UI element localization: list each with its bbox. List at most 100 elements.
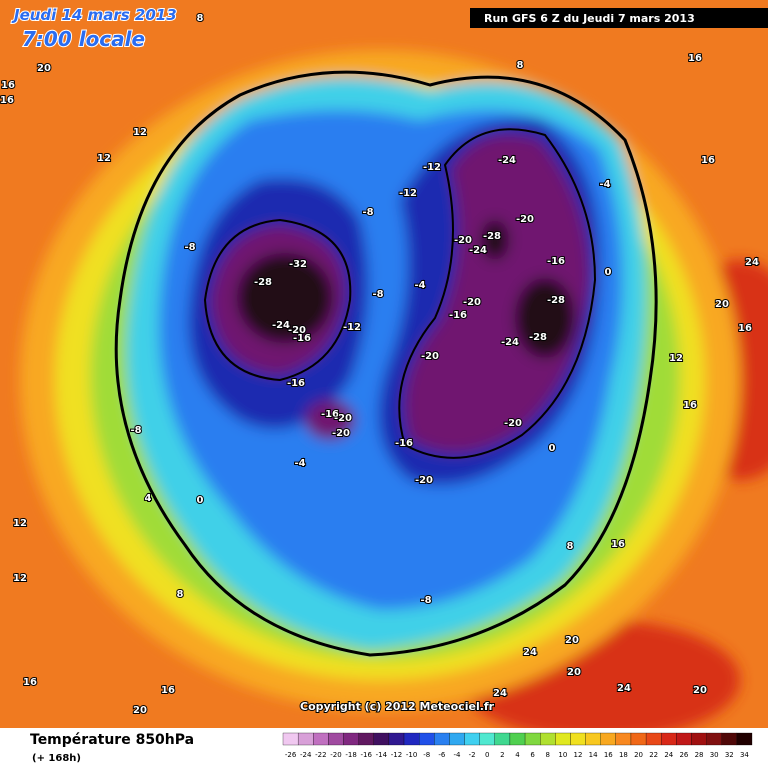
scale-swatch xyxy=(736,732,753,746)
contour-label: -24 xyxy=(501,337,519,348)
contour-label: 20 xyxy=(565,635,579,646)
scale-swatch xyxy=(434,732,450,746)
contour-label: 20 xyxy=(715,299,729,310)
scale-tick-label: -20 xyxy=(330,751,341,759)
scale-tick-label: -8 xyxy=(423,751,430,759)
contour-label: -20 xyxy=(463,297,481,308)
scale-tick-label: 24 xyxy=(664,751,673,759)
run-info: Run GFS 6 Z du Jeudi 7 mars 2013 xyxy=(484,12,695,25)
scale-swatch xyxy=(282,732,299,746)
scale-tick-label: -26 xyxy=(285,751,297,759)
contour-label: 0 xyxy=(605,267,612,278)
color-scale: -26 -24 -22 -20 -18 -16 -14 -12 -10 -8 -6 -4 -2 0 2 4 6 8… xyxy=(282,732,753,759)
scale-swatch xyxy=(600,732,616,746)
scale-swatch xyxy=(479,732,495,746)
scale-tick-label: 10 xyxy=(558,751,567,759)
contour-label: 16 xyxy=(683,400,697,411)
scale-swatch xyxy=(691,732,707,746)
scale-swatch xyxy=(585,732,601,746)
scale-swatch xyxy=(297,732,314,746)
scale-swatch xyxy=(494,732,511,746)
copyright: Copyright (c) 2012 Meteociel.fr xyxy=(300,700,495,713)
contour-label: -12 xyxy=(423,162,441,173)
scale-swatch xyxy=(615,732,632,746)
contour-label: 20 xyxy=(37,63,51,74)
contour-label: -28 xyxy=(483,231,501,242)
contour-label: -20 xyxy=(504,418,522,429)
scale-swatch xyxy=(676,732,692,746)
contour-label: -12 xyxy=(399,188,417,199)
scale-tick-label: 22 xyxy=(649,751,658,759)
contour-label: -16 xyxy=(287,378,305,389)
contour-label: -4 xyxy=(599,179,610,190)
contour-label: -20 xyxy=(334,413,352,424)
contour-label: -16 xyxy=(293,333,311,344)
scale-tick-label: 26 xyxy=(679,751,688,759)
scale-tick-label: 4 xyxy=(515,751,520,759)
contour-label: 12 xyxy=(13,518,27,529)
scale-tick-label: -18 xyxy=(345,751,356,759)
scale-swatch xyxy=(388,732,405,746)
scale-swatch xyxy=(373,732,390,746)
scale-swatch xyxy=(419,732,435,746)
contour-label: -20 xyxy=(421,351,439,362)
scale-tick-label: 12 xyxy=(574,751,583,759)
contour-label: 12 xyxy=(133,127,147,138)
scale-swatch xyxy=(403,732,420,746)
scale-swatch xyxy=(630,732,647,746)
contour-label: -24 xyxy=(498,155,516,166)
contour-label: 20 xyxy=(567,667,581,678)
contour-label: 4 xyxy=(145,493,152,504)
scale-tick-label: 30 xyxy=(710,751,719,759)
scale-swatch xyxy=(343,732,359,746)
scale-swatch xyxy=(509,732,526,746)
contour-label: -8 xyxy=(362,207,373,218)
scale-tick-label: -10 xyxy=(406,751,417,759)
contour-label: 16 xyxy=(1,80,15,91)
scale-swatch xyxy=(464,732,480,746)
scale-swatch xyxy=(706,732,722,746)
forecast-time: 7:00 locale xyxy=(22,27,145,51)
contour-label: 8 xyxy=(517,60,524,71)
scale-tick-label: -24 xyxy=(300,751,312,759)
contour-label: 0 xyxy=(549,443,556,454)
scale-tick-label: -14 xyxy=(376,751,388,759)
contour-label: -4 xyxy=(414,280,425,291)
contour-label: -24 xyxy=(469,245,487,256)
contour-label: 20 xyxy=(133,705,147,716)
scale-tick-label: 28 xyxy=(695,751,704,759)
scale-tick-label: 0 xyxy=(485,751,489,759)
scale-swatch xyxy=(570,732,586,746)
contour-label: -4 xyxy=(294,458,305,469)
footer-title: Température 850hPa xyxy=(30,732,194,748)
contour-label: 16 xyxy=(701,155,715,166)
contour-label: 24 xyxy=(493,688,507,699)
contour-label: -20 xyxy=(516,214,534,225)
scale-swatch xyxy=(645,732,662,746)
scale-swatch xyxy=(540,732,556,746)
scale-tick-label: 34 xyxy=(740,751,749,759)
contour-label: -16 xyxy=(449,310,467,321)
scale-tick-label: 20 xyxy=(634,751,643,759)
contour-label: -28 xyxy=(529,332,547,343)
forecast-date: Jeudi 14 mars 2013 xyxy=(11,6,177,24)
scale-swatch xyxy=(358,732,374,746)
footer-subtitle: (+ 168h) xyxy=(32,753,81,764)
contour-label: 12 xyxy=(97,153,111,164)
run-box xyxy=(470,8,768,28)
scale-tick-label: -22 xyxy=(315,751,326,759)
scale-tick-label: -6 xyxy=(438,751,446,759)
contour-label: -24 xyxy=(272,320,290,331)
contour-label: -16 xyxy=(547,256,565,267)
contour-label: 24 xyxy=(617,683,631,694)
contour-label: -20 xyxy=(454,235,472,246)
contour-label: 0 xyxy=(197,495,204,506)
scale-swatch xyxy=(721,732,738,746)
scale-tick-label: -16 xyxy=(360,751,372,759)
contour-label: 24 xyxy=(745,257,759,268)
contour-label: -8 xyxy=(184,242,195,253)
scale-tick-label: 18 xyxy=(619,751,628,759)
scale-tick-label: -4 xyxy=(453,751,461,759)
contour-label: -8 xyxy=(420,595,431,606)
